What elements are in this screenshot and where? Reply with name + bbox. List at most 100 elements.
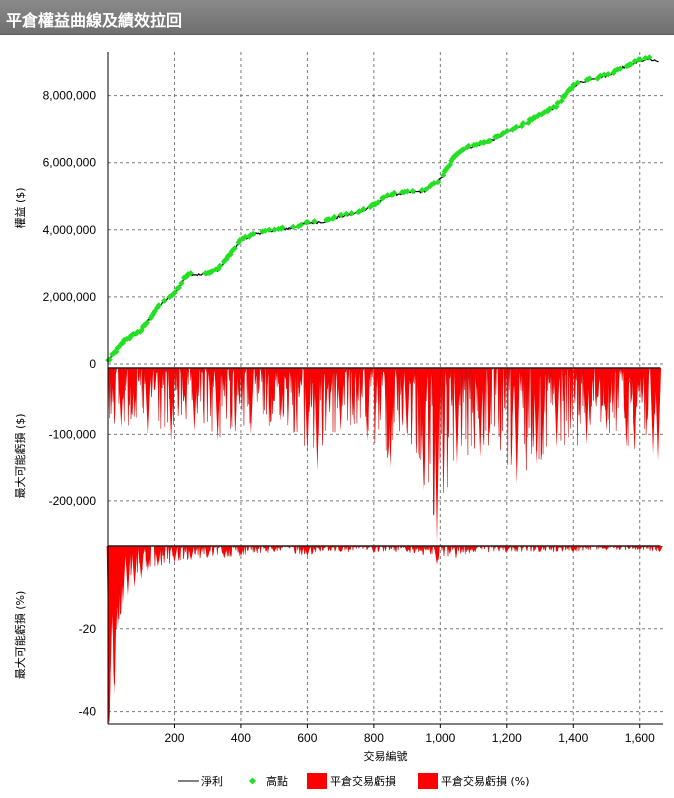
new-high-marker <box>289 223 297 230</box>
drawdown-peak <box>470 546 477 553</box>
drawdown-peak <box>420 368 427 491</box>
drawdown-peak <box>553 368 560 448</box>
legend-net-profit-label: 淨利 <box>201 775 223 788</box>
y-axis-title: 最大可能虧損 (%) <box>13 591 27 680</box>
x-tick-label: 1,600 <box>625 731 655 745</box>
drawdown-dollar-area <box>108 367 661 516</box>
net-profit-line <box>108 56 659 361</box>
drawdown-peak <box>603 546 610 551</box>
drawdown-peak <box>118 368 125 428</box>
drawdown-peak <box>191 368 198 432</box>
new-high-marker <box>311 218 318 225</box>
drawdown-peak <box>453 368 460 465</box>
chart-title: 平倉權益曲線及績效拉回 <box>6 11 183 30</box>
drawdown-peak <box>656 546 663 553</box>
x-axis-title: 交易編號 <box>364 749 408 763</box>
new-high-marker <box>297 221 305 228</box>
drawdown-peak <box>636 546 643 551</box>
x-tick-label: 800 <box>364 731 384 745</box>
drawdown-peak <box>204 546 211 559</box>
y-tick-label: -40 <box>79 705 97 719</box>
drawdown-peak <box>114 546 121 629</box>
legend: 淨利 高點 平倉交易虧損 平倉交易虧損 (%) <box>178 773 530 789</box>
y-tick-label: 8,000,000 <box>43 89 97 103</box>
legend-drawdown-label: 平倉交易虧損 <box>330 774 396 788</box>
title-bar: 平倉權益曲線及績效拉回 <box>0 0 674 35</box>
drawdown-peak <box>370 546 377 553</box>
drawdown-peak <box>603 368 610 432</box>
drawdown-peak <box>477 368 484 458</box>
legend-high-label: 高點 <box>266 774 288 788</box>
x-tick-label: 400 <box>231 731 251 745</box>
legend-drawdown-pct-label: 平倉交易虧損 (%) <box>441 774 530 788</box>
drawdown-peak <box>277 368 284 422</box>
new-high-marker <box>143 319 150 326</box>
drawdown-peak <box>119 546 126 604</box>
drawdown-percent-area <box>108 545 661 723</box>
drawdown-peak <box>513 368 520 485</box>
drawdown-peak <box>171 546 178 563</box>
drawdown-peak <box>271 546 278 553</box>
drawdown-peak <box>154 546 161 567</box>
drawdown-peak <box>124 546 131 596</box>
drawdown-peak <box>131 546 138 588</box>
y-tick-label: -200,000 <box>49 494 97 508</box>
drawdown-peak <box>247 368 254 435</box>
new-high-marker <box>646 54 653 61</box>
x-tick-label: 1,000 <box>425 731 455 745</box>
legend-drawdown-pct-swatch <box>418 773 438 789</box>
drawdown-peak <box>237 546 244 557</box>
drawdown-peak <box>404 368 411 438</box>
new-high-marker <box>187 270 194 277</box>
y-tick-label: 0 <box>89 357 96 371</box>
new-high-marker <box>434 178 442 186</box>
y-axis-title: 權益 ($) <box>13 187 27 228</box>
x-tick-label: 200 <box>164 731 184 745</box>
drawdown-peak <box>570 546 577 553</box>
new-high-marker <box>216 262 224 270</box>
drawdown-peak <box>138 546 145 580</box>
axis-layer: 0 2,000,000 4,000,000 6,000,000 8,000,000 權益 … <box>13 52 663 763</box>
drawdown-peak <box>144 368 151 435</box>
drawdown-peak <box>337 546 344 553</box>
drawdown-peak <box>434 546 441 565</box>
drawdown-peak <box>434 368 441 544</box>
new-high-marker <box>231 245 238 252</box>
drawdown-peak <box>650 368 657 455</box>
drawdown-peak <box>314 368 321 471</box>
y-tick-label: 6,000,000 <box>43 156 97 170</box>
drawdown-peak <box>533 368 540 465</box>
drawdown-peak <box>623 368 630 448</box>
y-axis-title: 最大可能虧損 ($) <box>13 413 27 498</box>
new-high-marker <box>171 289 178 296</box>
drawdown-peak <box>304 368 311 455</box>
drawdown-peak <box>503 546 510 553</box>
drawdown-peak <box>221 546 228 559</box>
y-tick-label: -20 <box>79 622 97 636</box>
drawdown-peak <box>583 368 590 445</box>
data-layer <box>105 54 663 724</box>
new-high-marker <box>242 233 249 240</box>
drawdown-peak <box>404 546 411 553</box>
y-tick-label: -100,000 <box>49 427 97 441</box>
y-tick-label: 4,000,000 <box>43 223 97 237</box>
drawdown-peak <box>655 368 662 461</box>
drawdown-peak <box>214 368 221 442</box>
new-high-marker <box>409 188 416 195</box>
drawdown-peak <box>387 368 394 468</box>
drawdown-peak <box>144 546 151 571</box>
new-high-marker <box>348 210 355 217</box>
new-high-marker <box>343 210 350 217</box>
drawdown-peak <box>188 546 195 561</box>
x-tick-label: 600 <box>297 731 317 745</box>
y-tick-label: 2,000,000 <box>43 290 97 304</box>
legend-high-swatch <box>248 777 257 785</box>
drawdown-peak <box>111 546 118 696</box>
legend-drawdown-swatch <box>307 773 327 789</box>
x-tick-label: 1,400 <box>558 731 588 745</box>
chart-area: 0 2,000,000 4,000,000 6,000,000 8,000,000 權益 … <box>13 52 663 789</box>
drawdown-peak <box>168 368 175 442</box>
x-tick-label: 1,200 <box>492 731 522 745</box>
drawdown-peak <box>337 368 344 432</box>
drawdown-peak <box>537 546 544 553</box>
